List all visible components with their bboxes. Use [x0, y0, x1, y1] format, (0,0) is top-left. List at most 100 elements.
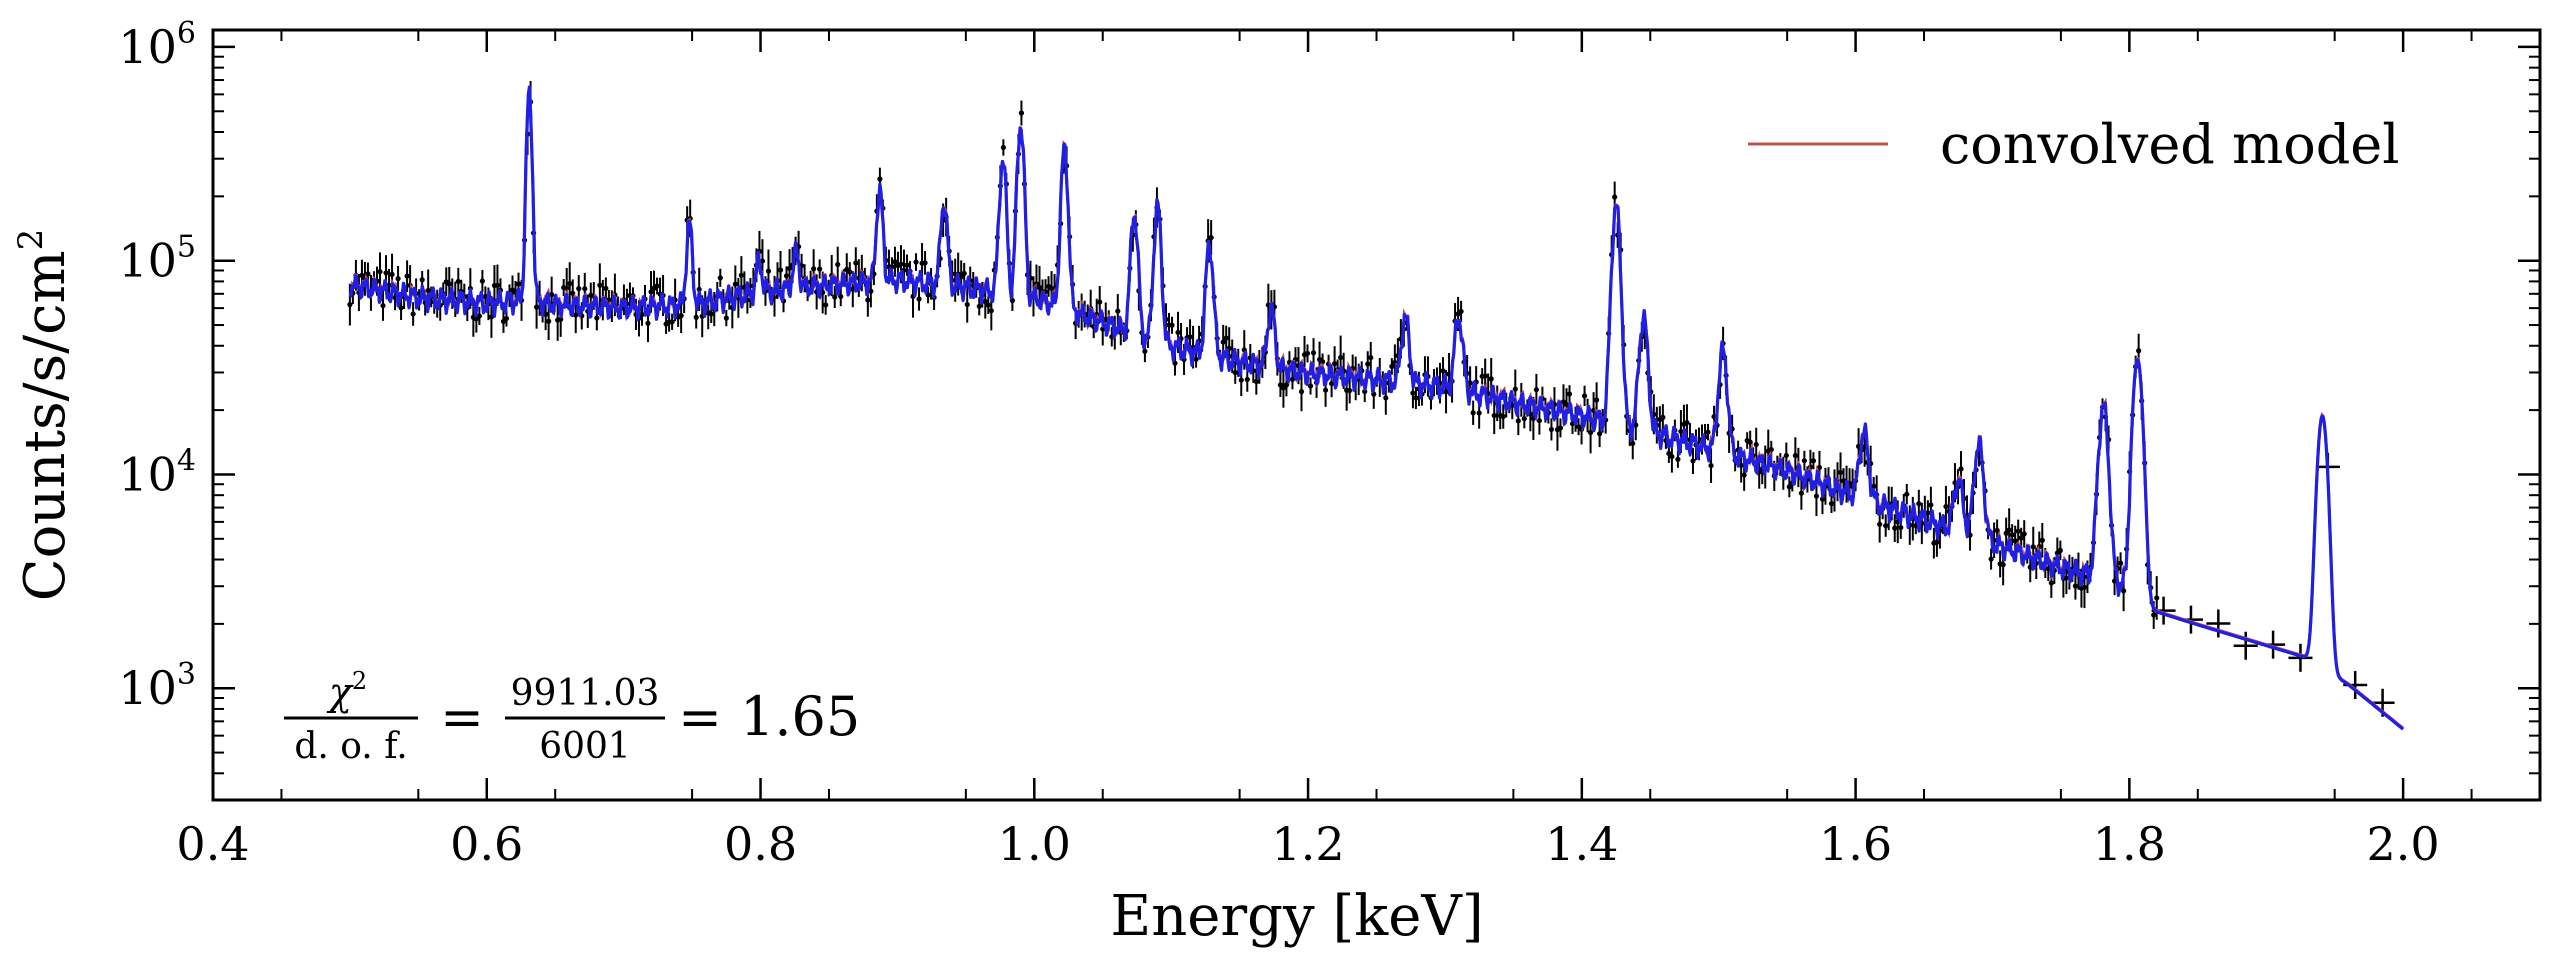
- data-point: [877, 176, 883, 182]
- data-point: [1208, 234, 1214, 241]
- x-tick-label: 0.6: [450, 817, 523, 871]
- data-point: [1840, 478, 1847, 484]
- data-point: [961, 270, 967, 276]
- data-point: [2006, 527, 2012, 533]
- data-point: [1675, 456, 1681, 462]
- data-point: [693, 314, 699, 320]
- data-point: [1000, 144, 1006, 151]
- data-point: [708, 311, 714, 317]
- data-point: [1871, 483, 1877, 489]
- data-point: [823, 302, 829, 308]
- data-point: [2151, 612, 2157, 618]
- data-point: [868, 288, 874, 294]
- data-point: [2009, 532, 2015, 538]
- data-point: [1566, 391, 1573, 397]
- data-point: [1828, 501, 1835, 507]
- data-point: [389, 271, 395, 277]
- data-point: [2121, 588, 2127, 594]
- data-point: [549, 292, 555, 298]
- data-point: [603, 285, 609, 291]
- data-point: [564, 285, 570, 291]
- data-point: [1289, 376, 1296, 382]
- data-point: [1988, 556, 1994, 562]
- data-point: [2154, 595, 2160, 601]
- chi-square-annotation: χ2 d. o. f. = 9911.03 6001 = 1.65: [284, 667, 860, 767]
- data-point: [1925, 510, 1931, 516]
- data-point: [1283, 382, 1290, 388]
- data-point: [645, 320, 651, 326]
- data-point: [1365, 361, 1371, 367]
- y-axis-label: Counts/s/cm2: [11, 229, 78, 602]
- chi-value: 9911.03: [511, 673, 660, 714]
- x-axis-label: Energy [keV]: [1110, 884, 1483, 949]
- data-point: [1783, 452, 1789, 459]
- data-point: [1319, 359, 1326, 365]
- data-point: [395, 276, 401, 282]
- data-point: [1810, 458, 1817, 464]
- data-point: [1660, 414, 1666, 420]
- equals-1: =: [440, 688, 484, 748]
- data-point: [1798, 490, 1804, 496]
- data-point: [597, 282, 603, 288]
- data-point: [777, 267, 784, 273]
- data-point: [964, 301, 970, 308]
- data-point: [1563, 401, 1570, 407]
- data-point: [2081, 584, 2088, 590]
- y-axis-label-text: Counts/s/cm: [13, 250, 78, 601]
- data-point: [380, 303, 386, 309]
- data-point: [582, 286, 588, 292]
- data-point: [732, 281, 738, 287]
- data-point: [1898, 524, 1904, 531]
- axis-ticks-layer: 0.4 0.6 0.8 1.0 1.2 1.4 1.6 1.8 2.0 103 104 105 106: [118, 16, 2540, 871]
- data-point: [765, 268, 772, 274]
- data-point: [892, 259, 898, 265]
- data-point: [1253, 378, 1259, 385]
- data-point: [1708, 462, 1714, 469]
- y-tick-label: 104: [118, 443, 196, 501]
- data-point: [1389, 363, 1395, 370]
- data-point: [1458, 308, 1464, 315]
- data-point: [1169, 322, 1175, 328]
- data-point: [1187, 334, 1193, 340]
- y-axis-label-sup: 2: [11, 229, 51, 251]
- data-point: [546, 318, 552, 324]
- data-point: [2039, 537, 2045, 543]
- data-point: [1684, 419, 1690, 426]
- data-point: [1594, 397, 1600, 403]
- data-point: [1934, 539, 1940, 545]
- y-tick-label: 103: [118, 657, 196, 715]
- data-point: [1581, 393, 1588, 399]
- data-point: [1193, 356, 1199, 362]
- data-point: [898, 261, 904, 267]
- data-point: [1877, 521, 1883, 527]
- equals-2: =: [678, 688, 722, 748]
- data-point: [1678, 428, 1684, 435]
- data-point: [1630, 440, 1636, 447]
- data-point: [1813, 493, 1820, 499]
- x-tick-label: 1.4: [1545, 817, 1618, 871]
- data-point: [738, 272, 744, 278]
- data-point: [1753, 441, 1759, 448]
- data-point: [1115, 308, 1121, 314]
- legend-label: convolved model: [1940, 113, 2400, 176]
- data-point: [1883, 523, 1889, 529]
- data-point: [494, 282, 501, 288]
- data-point: [476, 313, 482, 319]
- data-point: [1476, 410, 1482, 416]
- data-point: [1741, 472, 1747, 478]
- data-point: [1220, 339, 1226, 345]
- data-point: [1329, 380, 1335, 387]
- data-point: [1557, 425, 1564, 431]
- data-point: [347, 302, 353, 308]
- data-point: [1488, 376, 1494, 382]
- data-point: [2018, 535, 2024, 541]
- data-point: [835, 261, 841, 268]
- data-point: [419, 277, 425, 283]
- convolved-model-line: [348, 85, 2405, 730]
- data-point: [1916, 501, 1922, 507]
- data-point: [985, 302, 991, 308]
- data-point: [1690, 458, 1696, 464]
- data-point: [1837, 469, 1844, 476]
- data-point: [1801, 458, 1807, 464]
- data-point: [1548, 426, 1555, 433]
